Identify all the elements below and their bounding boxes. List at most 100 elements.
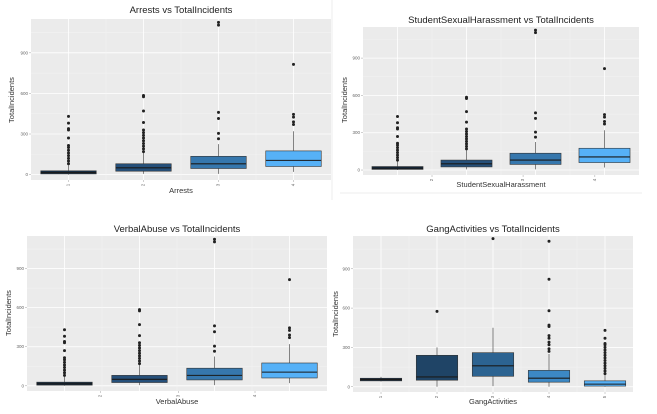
outlier-point [534,111,537,115]
outlier-point [138,354,141,358]
outlier-point [67,151,70,155]
outlier-point [288,336,291,340]
outlier-point [138,308,141,312]
outlier-point [138,351,141,355]
outlier-point [63,349,66,353]
outlier-point [67,148,70,152]
outlier-point [63,366,66,370]
box-1 [359,376,403,382]
x-tick-label: 1 [66,183,71,186]
outlier-point [67,154,70,158]
box-3 [186,237,243,386]
outlier-point [396,146,399,150]
outlier-point [534,116,537,120]
x-tick-label: 1 [378,395,383,398]
box-iqr [261,362,318,379]
outlier-point [63,340,66,344]
y-tick-label: 0 [21,383,24,388]
x-tick-label: 3 [490,395,495,398]
outlier-point [292,112,295,116]
outlier-point [138,341,141,345]
box-2 [111,308,168,386]
y-tick-label: 300 [342,345,350,350]
box-2 [415,309,459,387]
outlier-point [465,110,468,114]
outlier-point [142,128,145,132]
box-iqr [265,150,322,167]
outlier-point [603,122,606,126]
box-5 [583,328,627,387]
chart-title: Arrests vs TotalIncidents [130,5,233,16]
y-axis-label: TotalIncidents [7,77,16,123]
outlier-point [213,330,216,334]
y-tick-label: 900 [352,56,360,61]
outlier-point [288,326,291,330]
outlier-point [213,324,216,328]
outlier-point [547,343,551,347]
outlier-point [138,356,141,360]
x-axis-label: StudentSexualHarassment [456,180,546,189]
outlier-point [213,349,216,353]
outlier-point [217,23,220,27]
outlier-point [603,372,607,376]
outlier-point [603,361,607,365]
box-3 [190,20,247,174]
outlier-point [217,110,220,114]
y-tick-label: 600 [16,305,24,310]
outlier-point [547,309,551,313]
x-axis-label: Arrests [169,186,193,195]
outlier-point [603,366,607,370]
box-2 [440,95,493,170]
outlier-point [547,239,551,243]
x-tick-label: 3 [176,394,181,397]
outlier-point [142,121,145,124]
outlier-point [603,359,607,363]
box-iqr [527,370,571,383]
outlier-point [63,371,66,375]
outlier-point [465,137,468,141]
outlier-point [396,151,399,155]
x-tick-label: 4 [546,395,551,398]
y-tick-label: 300 [20,132,28,137]
box-iqr [583,380,627,387]
outlier-point [465,120,468,124]
y-axis-label: TotalIncidents [331,291,340,337]
outlier-point [213,240,216,244]
outlier-point [63,360,66,364]
outlier-point [138,349,141,353]
outlier-point [142,150,145,154]
outlier-point [534,130,537,134]
outlier-point [63,328,66,332]
outlier-point [213,237,216,241]
outlier-point [603,345,607,349]
outlier-point [63,368,66,372]
box-4 [261,278,318,384]
outlier-point [547,336,551,340]
panel-verbal-abuse: 0 300 600 900 VerbalAbuse vs TotalIncidents… [4,224,327,406]
x-tick-label: 4 [252,394,257,397]
outlier-point [603,364,607,368]
outlier-point [67,121,70,125]
outlier-point [603,348,607,352]
outlier-point [67,156,70,160]
box-1 [40,114,97,175]
outlier-point [213,344,216,348]
outlier-point [292,115,295,119]
outlier-point [288,328,291,332]
outlier-point [138,323,141,327]
outlier-point [603,353,607,357]
outlier-point [547,347,551,351]
x-tick-label: 4 [592,178,597,181]
outlier-point [67,114,70,118]
outlier-point [142,139,145,143]
outlier-point [142,147,145,151]
panel-arrests: 0 300 600 900 Arrests vs TotalIncidents Arr… [7,5,331,195]
outlier-point [138,362,141,366]
x-tick-label: 2 [98,394,103,397]
panel-gang-activities: 0 300 600 900 GangActivities vs TotalIncide… [331,224,633,406]
box-4 [578,67,631,168]
box-2 [115,93,172,174]
x-tick-label: 3 [216,183,221,186]
outlier-point [67,127,70,131]
